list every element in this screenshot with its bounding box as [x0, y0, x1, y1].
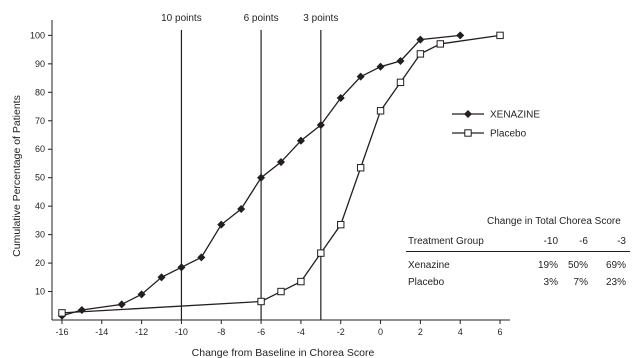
data-point	[376, 62, 385, 71]
legend-label: XENAZINE	[490, 110, 540, 121]
data-point	[316, 121, 325, 130]
data-point	[396, 78, 405, 87]
chart-frame	[51, 20, 510, 321]
data-point	[337, 220, 345, 229]
data-point	[77, 306, 86, 315]
data-point	[277, 287, 285, 296]
data-point	[276, 158, 286, 167]
y-tick-label: 20	[35, 258, 45, 268]
table-title: Change in Total Chorea Score	[487, 216, 621, 227]
table-column-header: -3	[617, 236, 626, 247]
data-point	[356, 72, 365, 81]
data-point	[436, 40, 445, 48]
x-tick-label: -2	[337, 327, 345, 337]
reference-line-label: 6 points	[244, 13, 279, 24]
series-layer	[57, 31, 504, 320]
y-tick-label: 40	[35, 201, 45, 211]
table-cell: 23%	[605, 277, 626, 288]
data-point	[396, 56, 405, 66]
data-point	[356, 164, 365, 172]
y-tick-label: 30	[35, 230, 45, 240]
data-point	[296, 136, 305, 145]
x-tick-label: 2	[418, 327, 423, 337]
reference-line-label: 10 points	[161, 13, 202, 24]
x-tick-label: -8	[217, 327, 225, 337]
table-row-label: Placebo	[408, 277, 445, 288]
y-tick-label: 80	[35, 87, 45, 97]
table-cell: 69%	[605, 260, 626, 271]
x-tick-label: -14	[95, 327, 108, 337]
series-xenazine	[57, 31, 465, 320]
series-placebo	[58, 31, 504, 317]
legend-label: Placebo	[490, 129, 527, 140]
x-tick-label: 0	[378, 327, 383, 337]
legend-item: Placebo	[452, 129, 527, 140]
x-tick-label: -10	[175, 327, 188, 337]
data-point	[257, 297, 265, 306]
data-point	[416, 50, 425, 58]
data-point	[317, 249, 325, 257]
data-point	[463, 109, 473, 119]
data-point	[117, 300, 126, 309]
x-tick-label: -6	[257, 327, 265, 337]
x-tick-label: 6	[498, 327, 503, 337]
y-tick-label: 90	[35, 59, 45, 69]
legend: XENAZINE Placebo	[452, 110, 540, 140]
x-axis-label: Change from Baseline in Chorea Score	[192, 347, 375, 358]
table-cell: 50%	[567, 260, 588, 271]
data-point	[157, 273, 166, 282]
x-tick-label: -12	[135, 327, 148, 337]
data-point	[297, 277, 305, 286]
table-row: Placebo 3% 7% 23%	[400, 277, 630, 291]
reference-line-label: 3 points	[303, 13, 338, 24]
data-point	[336, 93, 345, 103]
y-tick-label: 70	[35, 116, 45, 126]
y-axis-label: Cumulative Percentage of Patients	[11, 95, 23, 257]
data-point	[464, 129, 472, 137]
data-point	[416, 35, 425, 44]
table-cell: 7%	[573, 277, 588, 288]
y-tick-label: 50	[35, 173, 45, 183]
data-point	[257, 173, 266, 182]
x-tick-label: -4	[297, 327, 305, 337]
table-row: Xenazine 19% 50% 69%	[400, 260, 630, 274]
x-tick-label: -16	[55, 327, 68, 337]
data-point	[237, 204, 246, 214]
data-point	[197, 253, 206, 262]
table-header-row: Treatment Group -10 -6 -3	[400, 236, 630, 250]
data-point	[58, 309, 66, 317]
data-point	[496, 31, 504, 40]
reference-lines: 10 points 6 points 3 points	[161, 13, 338, 320]
table-group-header: Treatment Group	[408, 236, 484, 247]
table-cell: 3%	[543, 277, 558, 288]
table-column-header: -10	[543, 236, 558, 247]
data-point	[456, 31, 465, 40]
legend-item: XENAZINE	[452, 110, 540, 121]
summary-table: Change in Total Chorea Score Treatment G…	[400, 216, 630, 296]
table-column-header: -6	[579, 236, 588, 247]
y-tick-label: 10	[35, 287, 45, 297]
table-row-label: Xenazine	[408, 260, 450, 271]
y-tick-label: 100	[30, 30, 45, 40]
data-point	[177, 263, 186, 272]
table-header-rule	[406, 251, 630, 252]
data-point	[137, 290, 146, 299]
y-tick-label: 60	[35, 144, 45, 154]
table-cell: 19%	[537, 260, 558, 271]
data-point	[376, 107, 385, 115]
data-point	[217, 220, 226, 229]
x-tick-label: 4	[458, 327, 463, 337]
